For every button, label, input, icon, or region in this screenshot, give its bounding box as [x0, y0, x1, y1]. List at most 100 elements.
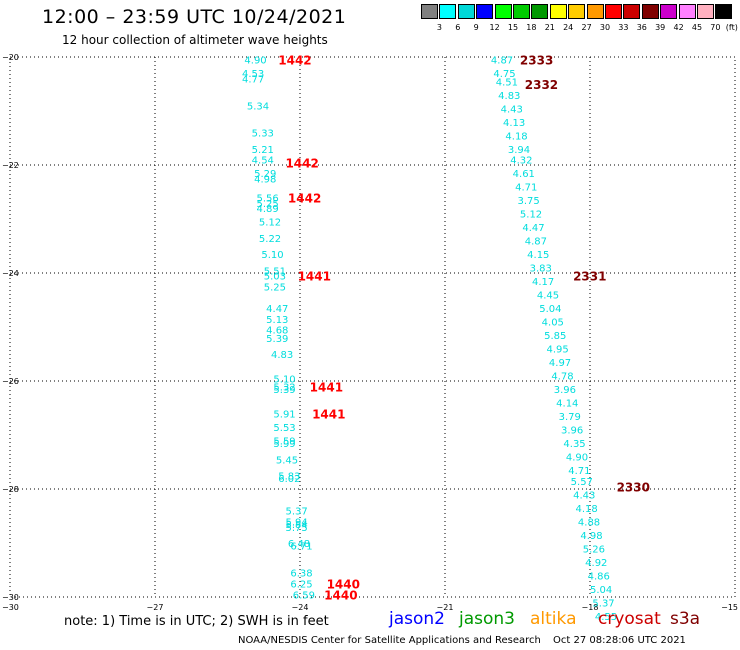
wave-height-value: 4.14: [556, 399, 578, 410]
wave-height-value: 4.43: [573, 490, 595, 501]
wave-height-value: 4.05: [542, 318, 564, 329]
legend-label: 39: [655, 23, 666, 32]
y-tick-label: −30: [2, 593, 19, 602]
wave-height-value: 4.71: [515, 183, 537, 194]
wave-height-value: 5.45: [276, 455, 298, 466]
plot-marks: 4.904.534.775.345.335.214.545.294.985.56…: [242, 54, 650, 623]
wave-height-value: 5.03: [264, 272, 286, 283]
wave-height-value: 4.95: [547, 345, 569, 356]
pass-time-label: 2330: [617, 480, 650, 494]
wave-height-value: 4.71: [568, 466, 590, 477]
wave-height-value: 5.51: [264, 266, 286, 277]
wave-height-value: 5.04: [590, 585, 612, 596]
legend-swatch: [457, 4, 475, 19]
x-tick-label: −27: [147, 603, 164, 612]
wave-height-value: 5.84: [286, 520, 308, 531]
pass-time-label: 1441: [312, 407, 345, 421]
wave-height-value: 6.59: [293, 590, 315, 601]
wave-height-value: 6.25: [290, 580, 312, 591]
wave-height-value: 6.48: [288, 539, 310, 550]
y-tick-label: −26: [2, 377, 19, 386]
legend-swatch: [623, 4, 641, 19]
pass-time-label: 1442: [288, 191, 321, 205]
wave-height-value: 5.10: [261, 250, 283, 261]
pass-time-label: 1441: [298, 270, 331, 284]
wave-height-value: 5.39: [266, 334, 288, 345]
legend-label: 21: [544, 23, 555, 32]
legend-swatch: [494, 4, 512, 19]
wave-height-value: 4.89: [257, 204, 279, 215]
legend-label: 18: [526, 23, 537, 32]
pass-time-label: 2332: [525, 78, 558, 92]
satellite-label: jason2: [389, 609, 445, 629]
y-tick-label: −24: [2, 269, 19, 278]
plot-grid: [10, 57, 735, 597]
wave-height-value: 4.88: [578, 517, 600, 528]
legend-label: 42: [673, 23, 684, 32]
wave-height-value: 5.75: [286, 523, 308, 534]
wave-height-value: 3.94: [508, 145, 530, 156]
pass-time-label: 2331: [573, 270, 606, 284]
wave-height-value: 4.86: [588, 571, 610, 582]
legend-label: 6: [455, 23, 461, 32]
legend-label: 12: [489, 23, 500, 32]
pass-time-label: 2333: [520, 54, 553, 68]
pass-time-label: 1440: [327, 578, 360, 592]
wave-height-value: 3.96: [554, 385, 576, 396]
wave-height-value: 4.18: [576, 504, 598, 515]
wave-height-value: 5.12: [520, 210, 542, 221]
wave-height-value: 4.35: [563, 439, 585, 450]
wave-height-value: 4.45: [537, 291, 559, 302]
chart-subtitle: 12 hour collection of altimeter wave hei…: [62, 33, 328, 47]
generation-timestamp: Oct 27 08:28:06 UTC 2021: [553, 635, 686, 646]
pass-time-label: 1442: [286, 156, 319, 170]
wave-height-value: 4.97: [549, 358, 571, 369]
wave-height-value: 4.90: [244, 56, 266, 67]
wave-height-value: 4.83: [271, 350, 293, 361]
satellite-label: cryosat: [598, 609, 661, 629]
credit-line: NOAA/NESDIS Center for Satellite Applica…: [238, 635, 541, 646]
wave-height-value: 5.37: [286, 507, 308, 518]
wave-height-value: 4.47: [522, 223, 544, 234]
x-tick-label: −24: [292, 603, 309, 612]
wave-height-value: 3.96: [561, 426, 583, 437]
legend-swatch: [715, 4, 733, 19]
wave-height-value: 5.85: [544, 331, 566, 342]
chart-title: 12:00 – 23:59 UTC 10/24/2021: [42, 6, 347, 28]
legend-swatch: [531, 4, 549, 19]
wave-height-value: 5.91: [273, 409, 295, 420]
plot-frame: [9, 56, 736, 598]
wave-height-value: 5.57: [571, 477, 593, 488]
footer-note: note: 1) Time is in UTC; 2) SWH is in fe…: [64, 614, 329, 629]
pass-time-label: 1441: [310, 380, 343, 394]
legend-label: 9: [473, 23, 479, 32]
wave-height-value: 5.59: [273, 436, 295, 447]
legend-swatch: [697, 4, 714, 19]
wave-height-value: 4.83: [498, 91, 520, 102]
legend-swatch: [513, 4, 530, 19]
legend-label: 70: [710, 23, 721, 32]
legend-label: 27: [581, 23, 592, 32]
wave-height-value: 4.17: [532, 277, 554, 288]
legend-label: 36: [636, 23, 647, 32]
legend-unit: (ft): [725, 23, 738, 32]
wave-height-value: 5.25: [264, 283, 286, 294]
legend-swatch: [660, 4, 678, 19]
satellite-label: jason3: [459, 609, 515, 629]
legend-swatch: [439, 4, 457, 19]
legend-label: 45: [691, 23, 703, 32]
wave-height-value: 5.21: [252, 145, 274, 156]
wave-height-value: 4.18: [505, 131, 527, 142]
wave-height-value: 5.94: [286, 517, 308, 528]
wave-height-value: 6.71: [290, 542, 312, 553]
wave-height-value: 3.83: [530, 264, 552, 275]
wave-height-value: 5.39: [273, 385, 295, 396]
wave-height-value: 5.29: [254, 169, 276, 180]
wave-height-value: 3.75: [518, 196, 540, 207]
x-tick-label: −21: [437, 603, 454, 612]
wave-height-value: 4.90: [566, 453, 588, 464]
pass-time-label: 1440: [324, 588, 357, 602]
wave-height-value: 4.13: [503, 118, 525, 129]
y-tick-label: −20: [2, 53, 19, 62]
